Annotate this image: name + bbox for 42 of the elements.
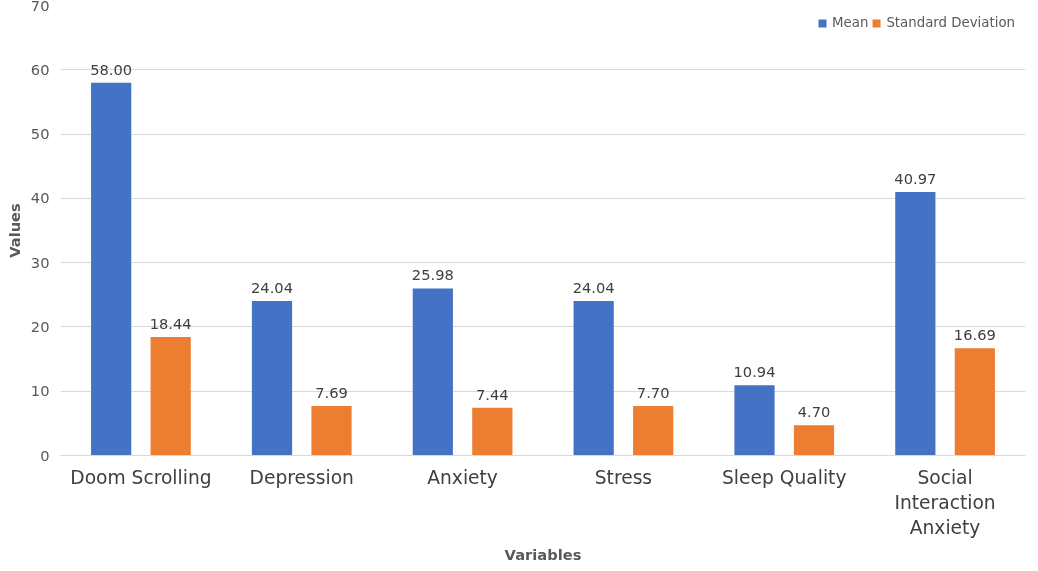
data-label: 25.98 bbox=[411, 266, 454, 284]
x-tick-label: Depression bbox=[249, 466, 354, 488]
bar bbox=[793, 425, 835, 456]
legend-label: Standard Deviation bbox=[886, 15, 1015, 30]
bar bbox=[633, 406, 674, 456]
legend-label: Mean bbox=[832, 15, 869, 30]
bar bbox=[895, 192, 936, 456]
bar bbox=[251, 300, 293, 456]
bar bbox=[412, 288, 453, 456]
data-label: 24.04 bbox=[251, 278, 293, 296]
bar bbox=[311, 406, 352, 456]
data-label: 58.00 bbox=[90, 60, 133, 78]
bar bbox=[150, 336, 191, 456]
bar bbox=[472, 407, 513, 456]
x-tick-label: Anxiety bbox=[427, 466, 498, 488]
x-tick-label: Sleep Quality bbox=[722, 466, 847, 488]
x-tick-label: Doom Scrolling bbox=[70, 466, 212, 488]
data-label: 18.44 bbox=[149, 314, 192, 332]
x-tick-label: Stress bbox=[594, 466, 653, 488]
data-label: 7.70 bbox=[636, 384, 670, 401]
data-label: 7.69 bbox=[315, 384, 348, 402]
data-label: 7.44 bbox=[476, 385, 509, 403]
bar bbox=[573, 300, 614, 456]
y-tick-label: 60 bbox=[30, 60, 50, 78]
y-tick-label: 0 bbox=[40, 446, 50, 464]
y-tick-label: 30 bbox=[30, 253, 50, 271]
data-label: 16.69 bbox=[953, 326, 996, 344]
y-tick-label: 40 bbox=[30, 189, 50, 207]
bar bbox=[734, 385, 775, 456]
y-axis-title: Values bbox=[5, 202, 23, 258]
bar bbox=[91, 82, 132, 456]
data-label: 4.70 bbox=[797, 403, 831, 421]
data-label: 24.04 bbox=[572, 278, 615, 296]
x-axis-title: Variables bbox=[504, 545, 582, 563]
data-label: 40.97 bbox=[894, 170, 937, 188]
y-tick-label: 70 bbox=[30, 0, 50, 14]
y-tick-label: 50 bbox=[30, 125, 50, 143]
bar bbox=[954, 348, 995, 456]
y-tick-label: 10 bbox=[30, 382, 50, 400]
y-tick-label: 20 bbox=[30, 317, 50, 335]
x-tick-label: Social Interaction Anxiety bbox=[894, 466, 996, 538]
data-label: 10.94 bbox=[733, 363, 776, 381]
